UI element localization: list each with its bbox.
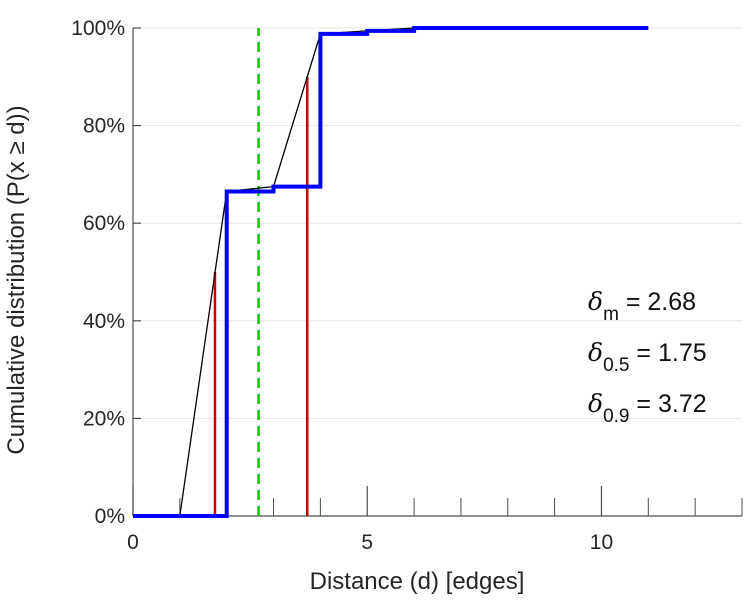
- axes: [132, 27, 743, 517]
- y-axis-label: Cumulative distribution (P(x ≥ d)): [3, 105, 30, 454]
- x-tick-label: 5: [361, 531, 373, 554]
- y-tick-label: 20%: [83, 407, 125, 430]
- x-axis-label: Distance (d) [edges]: [310, 568, 525, 595]
- cdf-interpolated-line: [179, 27, 649, 517]
- tick-labels: 0 5 100%20%40%60%80%100%: [71, 17, 613, 554]
- x-tick-label: 0: [127, 531, 139, 554]
- cdf-step-line: [133, 26, 649, 518]
- x-tick-label: 10: [590, 531, 613, 554]
- annotation-text: δ0.5 = 1.75: [588, 338, 707, 376]
- y-tick-label: 0%: [95, 505, 125, 528]
- data-series: [133, 26, 649, 518]
- y-tick-label: 40%: [83, 310, 125, 333]
- y-tick-label: 80%: [83, 115, 125, 138]
- annotation-text: δ0.9 = 3.72: [588, 389, 707, 427]
- reference-lines: [213, 28, 309, 516]
- statistics-annotations: δm = 2.68 δ0.5 = 1.75 δ0.9 = 3.72: [588, 287, 707, 427]
- y-tick-label: 100%: [71, 17, 125, 40]
- y-tick-label: 60%: [83, 212, 125, 235]
- annotation-text: δm = 2.68: [588, 287, 696, 325]
